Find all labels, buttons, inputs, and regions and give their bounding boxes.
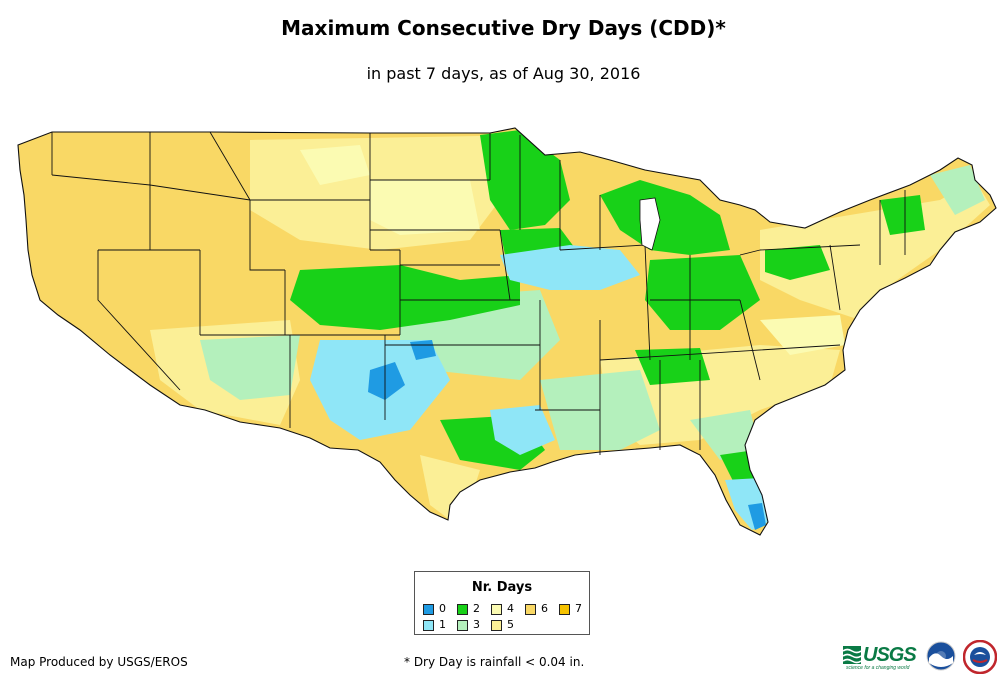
cdd-zone-5-northeast xyxy=(760,180,990,320)
cdd-zone-3-north-maine xyxy=(930,165,985,215)
legend-swatch-5 xyxy=(491,619,502,631)
cdd-zone-2-pennsylvania xyxy=(765,245,830,280)
cdd-zone-2-colorado-kansas xyxy=(290,265,520,330)
cdd-regions xyxy=(150,130,990,530)
cdd-zone-2-ohio-valley xyxy=(645,255,760,330)
legend-label-7: 7 xyxy=(575,602,582,615)
legend-swatch-0 xyxy=(423,603,434,615)
legend-item-0: 0 xyxy=(423,602,446,616)
legend-grid: 0 1 2 3 4 5 6 7 xyxy=(423,602,593,632)
lake-michigan xyxy=(639,197,661,251)
legend-swatch-4 xyxy=(491,603,502,615)
legend-label-6: 6 xyxy=(541,602,548,615)
legend-swatch-7 xyxy=(559,603,570,615)
legend-item-4: 4 xyxy=(491,602,514,616)
legend-swatch-2 xyxy=(457,603,468,615)
noaa-logo-icon xyxy=(926,641,956,671)
usgs-tagline: science for a changing world xyxy=(846,665,910,671)
legend: Nr. Days 0 1 2 3 4 5 6 xyxy=(414,571,590,635)
cdd-zone-2-michigan xyxy=(600,180,730,255)
legend-label-0: 0 xyxy=(439,602,446,615)
usgs-logo: USGS xyxy=(843,643,917,666)
legend-item-7: 7 xyxy=(559,602,582,616)
cdd-zone-0-florida-tip xyxy=(748,503,766,530)
legend-swatch-6 xyxy=(525,603,536,615)
legend-item-3: 3 xyxy=(457,618,480,632)
usgs-wordmark: USGS xyxy=(863,643,917,666)
legend-swatch-1 xyxy=(423,619,434,631)
cdd-zone-4-montana-east xyxy=(300,145,370,185)
cdd-zone-3-georgia xyxy=(690,410,760,460)
legend-item-2: 2 xyxy=(457,602,480,616)
legend-label-3: 3 xyxy=(473,618,480,631)
cdd-zone-1-east-texas xyxy=(490,405,555,455)
map-credit: Map Produced by USGS/EROS xyxy=(10,655,188,669)
legend-label-4: 4 xyxy=(507,602,514,615)
map-subtitle: in past 7 days, as of Aug 30, 2016 xyxy=(366,64,641,83)
legend-item-1: 1 xyxy=(423,618,446,632)
cdd-zone-4-virginia xyxy=(760,315,845,355)
cdd-zone-2-vermont xyxy=(880,195,925,235)
legend-item-5: 5 xyxy=(491,618,514,632)
cdd-zone-2-south-carolina xyxy=(635,348,710,385)
legend-label-2: 2 xyxy=(473,602,480,615)
legend-swatch-3 xyxy=(457,619,468,631)
usgs-wave-icon xyxy=(843,646,861,664)
legend-label-5: 5 xyxy=(507,618,514,631)
nws-logo-icon xyxy=(963,640,997,674)
legend-item-6: 6 xyxy=(525,602,548,616)
cdd-zone-0-new-mexico-east xyxy=(368,362,405,400)
legend-title: Nr. Days xyxy=(471,580,533,595)
dry-day-footnote: * Dry Day is rainfall < 0.04 in. xyxy=(404,655,585,669)
map-title: Maximum Consecutive Dry Days (CDD)* xyxy=(281,16,726,40)
legend-label-1: 1 xyxy=(439,618,446,631)
cdd-zone-3-new-mexico xyxy=(200,335,300,400)
state-boundaries xyxy=(17,127,997,536)
cdd-zone-1-missouri-illinois xyxy=(500,245,640,290)
cdd-zone-4-dakotas xyxy=(370,180,480,235)
